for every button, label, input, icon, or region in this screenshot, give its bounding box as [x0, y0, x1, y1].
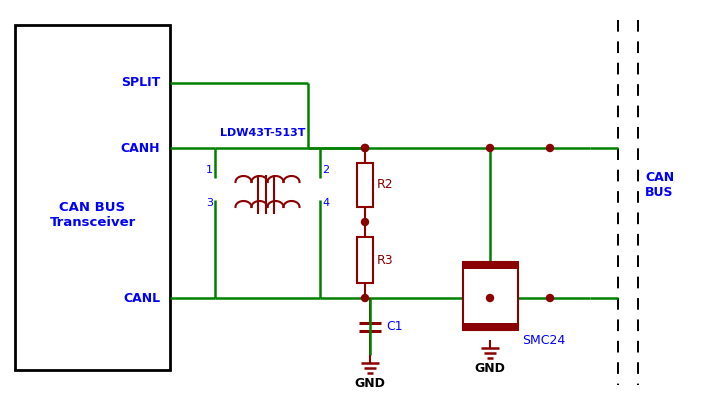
Text: R2: R2 [377, 178, 394, 191]
Text: C1: C1 [386, 320, 402, 333]
Text: SMC24: SMC24 [522, 334, 566, 347]
Circle shape [547, 144, 554, 151]
Circle shape [486, 144, 494, 151]
Circle shape [547, 295, 554, 302]
Text: 4: 4 [322, 198, 329, 208]
Bar [15, 25, 170, 370]
Text: CAN BUS
Transceiver: CAN BUS Transceiver [49, 201, 135, 229]
Text: 1: 1 [206, 165, 213, 175]
Circle shape [486, 295, 494, 302]
Text: CANL: CANL [123, 292, 160, 305]
Bar [357, 163, 373, 207]
Polygon shape [496, 279, 510, 294]
Polygon shape [496, 298, 510, 313]
Text: GND: GND [475, 362, 505, 375]
Polygon shape [470, 279, 484, 294]
Bar [463, 262, 517, 330]
Polygon shape [470, 298, 484, 313]
Text: R3: R3 [377, 253, 394, 267]
Text: SPLIT: SPLIT [121, 77, 160, 89]
Bar [463, 262, 517, 269]
Text: 3: 3 [206, 198, 213, 208]
Text: CAN
BUS: CAN BUS [645, 171, 674, 199]
Circle shape [362, 144, 369, 151]
Circle shape [362, 144, 369, 151]
Text: LDW43T-513T: LDW43T-513T [220, 128, 306, 138]
Circle shape [362, 218, 369, 225]
Bar [357, 237, 373, 283]
Text: 2: 2 [322, 165, 329, 175]
Bar [463, 323, 517, 330]
Text: CANH: CANH [121, 141, 160, 154]
Circle shape [362, 295, 369, 302]
Text: GND: GND [355, 377, 386, 390]
